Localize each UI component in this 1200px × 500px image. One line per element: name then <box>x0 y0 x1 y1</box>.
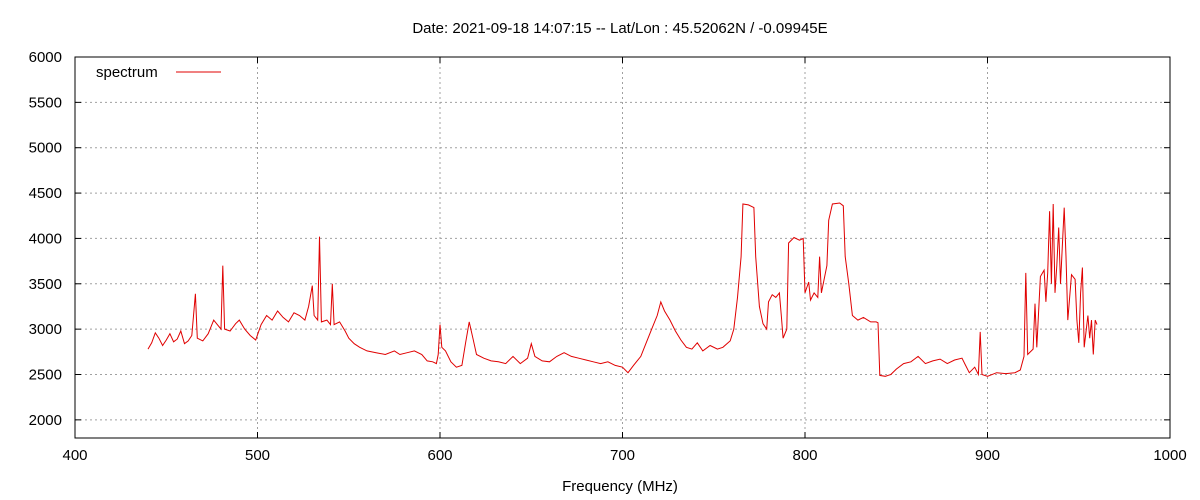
x-tick-label: 600 <box>427 447 452 464</box>
grid <box>75 57 1170 438</box>
x-tick-label: 800 <box>792 447 817 464</box>
y-tick-label: 4500 <box>29 185 62 202</box>
y-tick-label: 4000 <box>29 230 62 247</box>
y-tick-label: 5000 <box>29 140 62 157</box>
legend-label: spectrum <box>96 64 158 81</box>
y-tick-label: 6000 <box>29 49 62 66</box>
y-tick-label: 2000 <box>29 412 62 429</box>
legend: spectrum <box>96 64 221 81</box>
y-tick-label: 2500 <box>29 367 62 384</box>
y-axis: 2000 2500 3000 3500 4000 4500 5000 5500 6000 <box>29 49 1170 429</box>
x-axis: 400 500 600 700 800 900 1000 <box>62 57 1187 464</box>
x-tick-label: 400 <box>62 447 87 464</box>
y-tick-label: 3000 <box>29 321 62 338</box>
y-tick-label: 5500 <box>29 94 62 111</box>
x-axis-title: Frequency (MHz) <box>562 478 678 495</box>
x-tick-label: 500 <box>245 447 270 464</box>
x-tick-label: 900 <box>975 447 1000 464</box>
y-tick-label: 3500 <box>29 276 62 293</box>
chart-title: Date: 2021-09-18 14:07:15 -- Lat/Lon : 4… <box>412 20 827 37</box>
x-tick-label: 1000 <box>1153 447 1186 464</box>
spectrum-line <box>147 202 1098 377</box>
x-tick-label: 700 <box>610 447 635 464</box>
